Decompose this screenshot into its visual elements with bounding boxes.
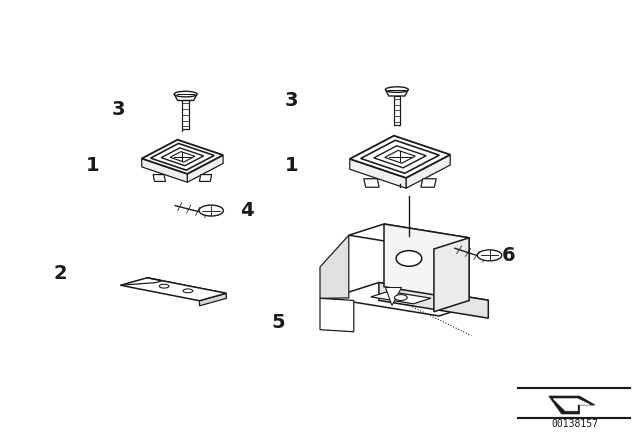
Text: 00138157: 00138157: [551, 419, 598, 429]
Polygon shape: [379, 283, 488, 318]
Ellipse shape: [159, 284, 169, 288]
Polygon shape: [153, 175, 166, 181]
Polygon shape: [320, 298, 354, 332]
Text: 1: 1: [86, 156, 100, 175]
Ellipse shape: [396, 250, 422, 266]
Ellipse shape: [174, 91, 197, 97]
Polygon shape: [182, 100, 189, 129]
Text: 1: 1: [284, 156, 298, 175]
Polygon shape: [553, 399, 590, 411]
Ellipse shape: [183, 289, 193, 293]
Text: 5: 5: [271, 313, 285, 332]
Polygon shape: [385, 288, 401, 306]
Polygon shape: [350, 136, 450, 178]
Polygon shape: [371, 291, 431, 304]
Polygon shape: [361, 140, 439, 173]
Polygon shape: [385, 151, 415, 163]
Polygon shape: [406, 155, 450, 188]
Ellipse shape: [394, 295, 407, 301]
Ellipse shape: [477, 250, 502, 261]
Polygon shape: [147, 278, 227, 298]
Polygon shape: [549, 396, 595, 414]
Polygon shape: [141, 159, 188, 182]
Polygon shape: [141, 140, 223, 174]
Polygon shape: [320, 235, 349, 298]
Polygon shape: [120, 278, 227, 301]
Polygon shape: [374, 146, 426, 168]
Polygon shape: [394, 96, 400, 125]
Ellipse shape: [199, 205, 223, 216]
Polygon shape: [170, 151, 195, 162]
Polygon shape: [350, 159, 406, 188]
Text: 6: 6: [502, 246, 516, 265]
Text: 4: 4: [239, 201, 253, 220]
Text: 2: 2: [54, 264, 68, 283]
Polygon shape: [200, 293, 227, 306]
Polygon shape: [434, 238, 469, 312]
Polygon shape: [161, 148, 204, 166]
Polygon shape: [174, 94, 197, 100]
Polygon shape: [188, 155, 223, 182]
Polygon shape: [199, 175, 212, 181]
Ellipse shape: [385, 87, 408, 92]
Polygon shape: [384, 224, 469, 301]
Polygon shape: [150, 143, 214, 170]
Text: 3: 3: [111, 100, 125, 119]
Polygon shape: [385, 90, 408, 96]
Text: 3: 3: [284, 91, 298, 110]
Polygon shape: [364, 179, 379, 187]
Polygon shape: [421, 179, 436, 187]
Polygon shape: [349, 224, 469, 249]
Polygon shape: [330, 283, 488, 316]
